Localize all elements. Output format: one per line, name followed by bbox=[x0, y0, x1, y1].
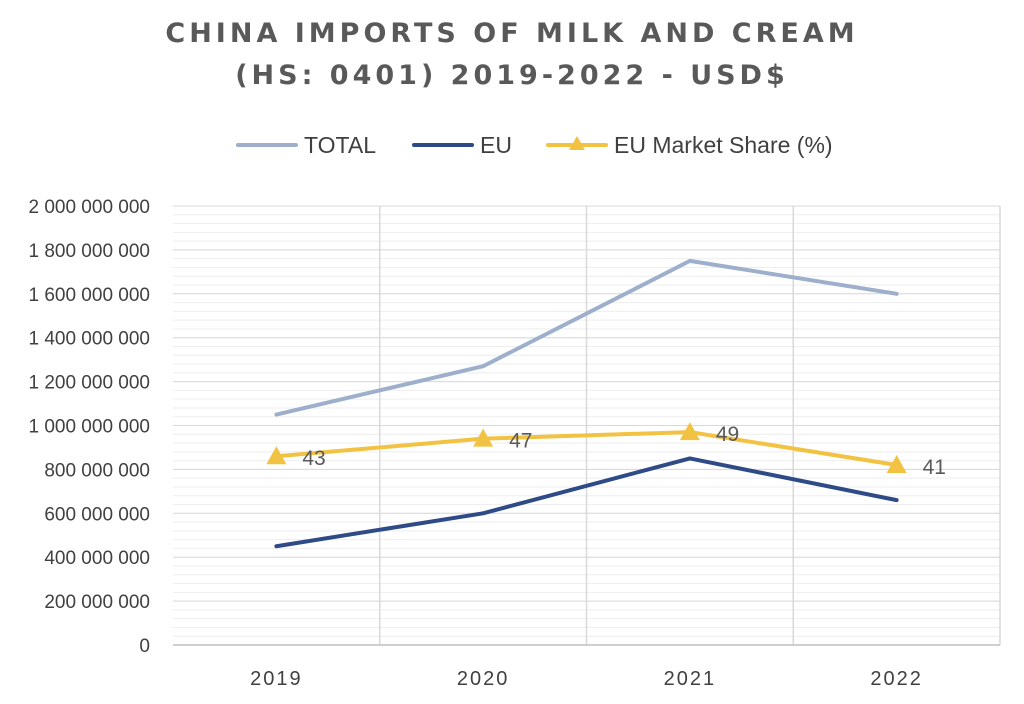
x-tick-label: 2021 bbox=[664, 668, 717, 690]
legend-item-total: TOTAL bbox=[236, 130, 376, 160]
triangle-marker bbox=[886, 455, 907, 474]
data-labels: 43 47 49 41 bbox=[302, 423, 946, 479]
y-tick-label: 0 bbox=[139, 636, 150, 657]
chart-title-line-2: (HS: 0401) 2019-2022 - USD$ bbox=[235, 60, 789, 91]
chart-title-line-1: CHINA IMPORTS OF MILK AND CREAM bbox=[165, 18, 859, 49]
x-tick-label: 2022 bbox=[870, 668, 923, 690]
y-tick-label: 1 000 000 000 bbox=[28, 417, 150, 438]
series-line-eu-market-share- bbox=[274, 430, 899, 468]
series-line-total bbox=[274, 258, 899, 417]
data-label: 41 bbox=[923, 456, 946, 479]
legend-label-eu-market-share: EU Market Share (%) bbox=[614, 131, 833, 158]
legend-swatch-eu bbox=[412, 130, 474, 160]
x-tick-label: 2019 bbox=[250, 668, 303, 690]
data-label: 47 bbox=[509, 430, 532, 453]
y-tick-label: 2 000 000 000 bbox=[28, 197, 150, 218]
triangle-marker bbox=[473, 428, 494, 447]
legend-swatch-total bbox=[236, 130, 298, 160]
x-tick-label: 2020 bbox=[457, 668, 510, 690]
legend-item-eu: EU bbox=[412, 130, 512, 160]
series-lines bbox=[274, 258, 899, 549]
legend-label-eu: EU bbox=[480, 131, 512, 158]
y-tick-label: 1 200 000 000 bbox=[28, 373, 150, 394]
vertical-gridlines bbox=[379, 206, 1001, 645]
series-markers bbox=[266, 422, 907, 474]
data-label: 43 bbox=[302, 447, 325, 470]
y-axis-tick-labels: 0 200 000 000 400 000 000 600 000 000 800 00… bbox=[28, 197, 150, 657]
series-line-eu bbox=[274, 456, 899, 549]
y-tick-label: 200 000 000 bbox=[44, 592, 150, 613]
legend-swatch-eu-market-share bbox=[546, 130, 608, 160]
legend-label-total: TOTAL bbox=[304, 131, 376, 158]
legend-item-eu-market-share: EU Market Share (%) bbox=[546, 130, 833, 160]
y-tick-label: 800 000 000 bbox=[44, 460, 150, 481]
y-tick-label: 600 000 000 bbox=[44, 504, 150, 525]
triangle-marker bbox=[266, 446, 287, 465]
chart-legend: TOTAL EU EU Market Share (%) bbox=[0, 130, 1024, 160]
y-tick-label: 1 600 000 000 bbox=[28, 285, 150, 306]
x-axis-tick-labels: 2019 2020 2021 2022 bbox=[250, 668, 923, 690]
triangle-marker-icon bbox=[569, 136, 585, 150]
y-tick-label: 400 000 000 bbox=[44, 548, 150, 569]
y-tick-label: 1 400 000 000 bbox=[28, 329, 150, 350]
y-tick-label: 1 800 000 000 bbox=[28, 241, 150, 262]
triangle-marker bbox=[679, 422, 700, 441]
data-label: 49 bbox=[716, 423, 739, 446]
